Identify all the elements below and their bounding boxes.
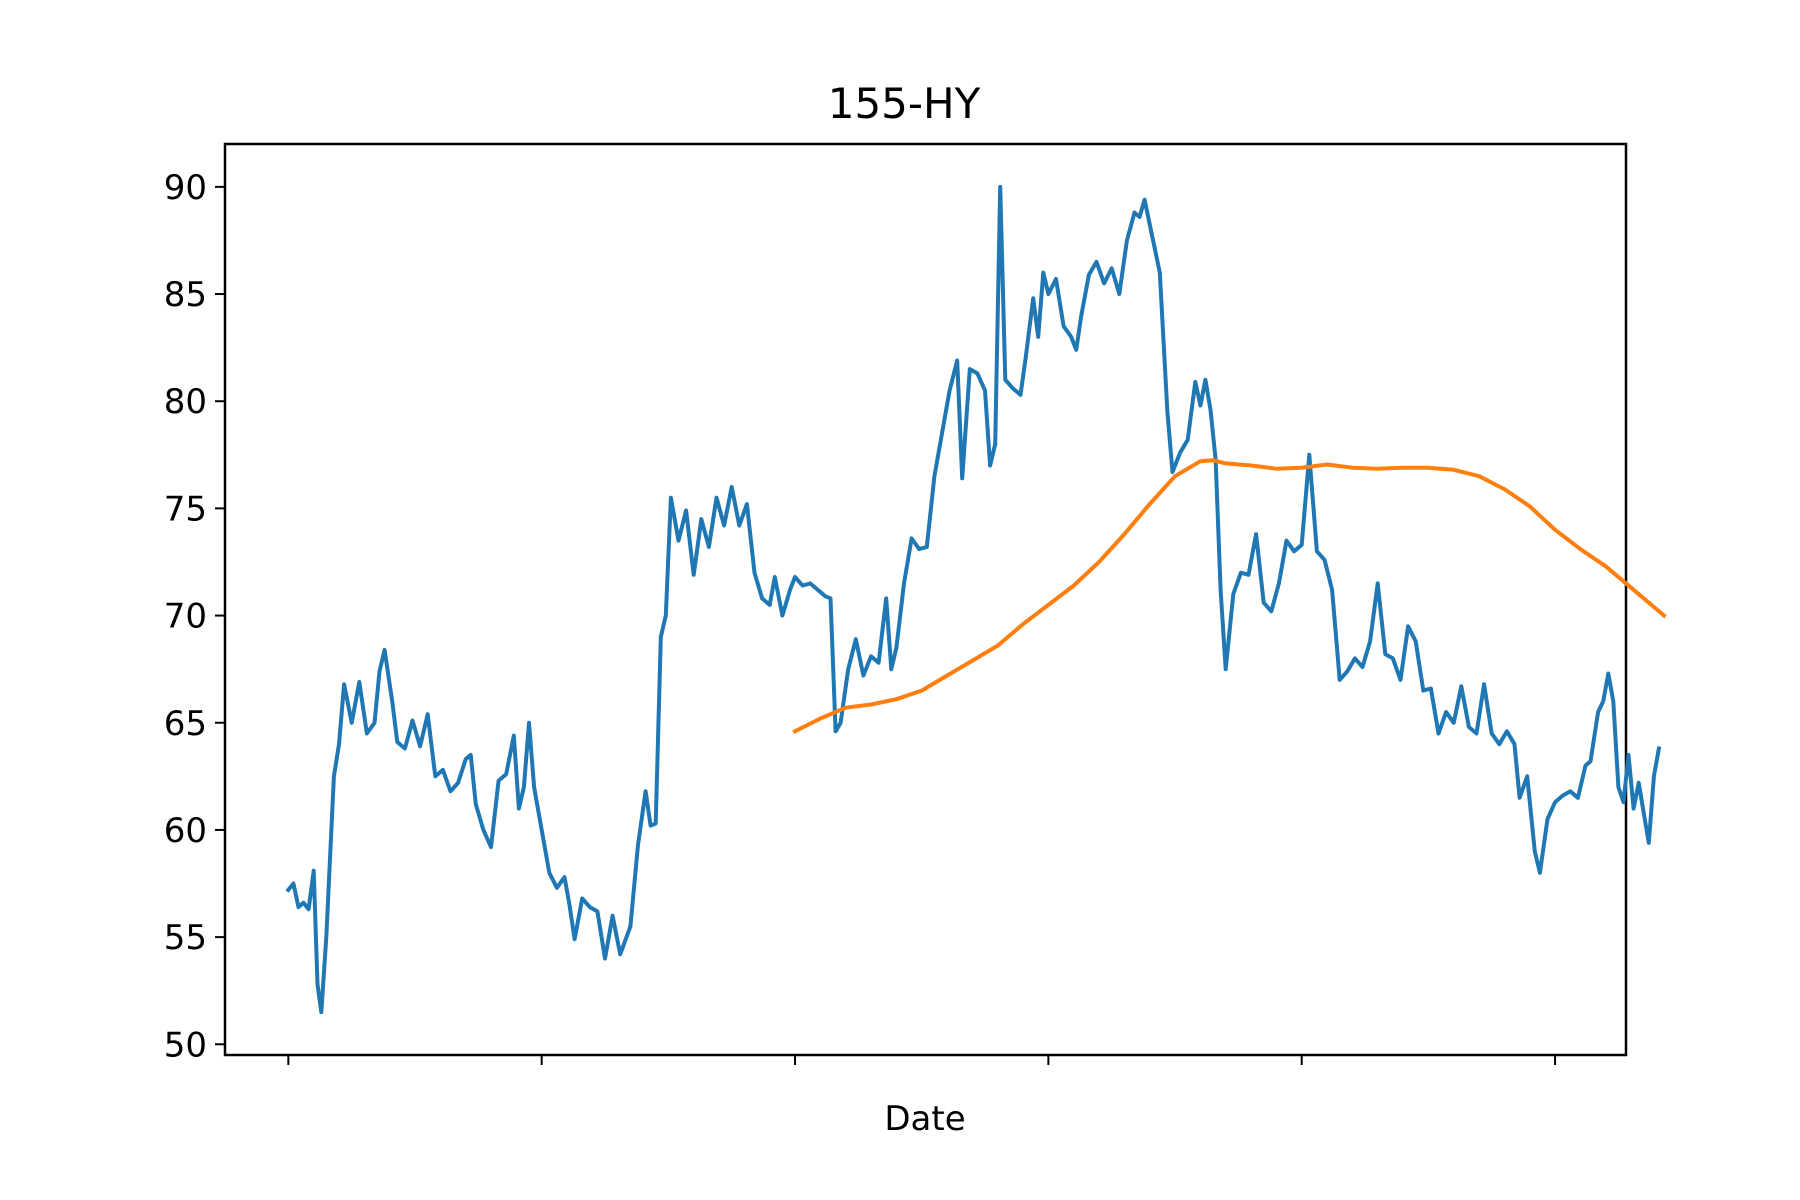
- series-line-price: [288, 187, 1659, 1012]
- y-tick-label: 60: [164, 811, 207, 851]
- y-tick-label: 50: [164, 1025, 207, 1065]
- y-tick-label: 85: [164, 275, 207, 315]
- y-tick-label: 55: [164, 918, 207, 958]
- y-tick-label: 70: [164, 597, 207, 637]
- y-tick-label: 80: [164, 382, 207, 422]
- x-axis-label: Date: [884, 1099, 965, 1139]
- y-axis: 50 55 60 65 70 75 80 85 90: [164, 168, 225, 1065]
- y-tick-label: 90: [164, 168, 207, 208]
- series-layer: [288, 187, 1664, 1012]
- y-tick-label: 75: [164, 489, 207, 529]
- y-tick-label: 65: [164, 704, 207, 744]
- plot-area: [225, 144, 1626, 1055]
- x-axis: [288, 1055, 1555, 1065]
- series-line-moving-average: [795, 460, 1664, 731]
- chart-title: 155-HY: [828, 79, 981, 128]
